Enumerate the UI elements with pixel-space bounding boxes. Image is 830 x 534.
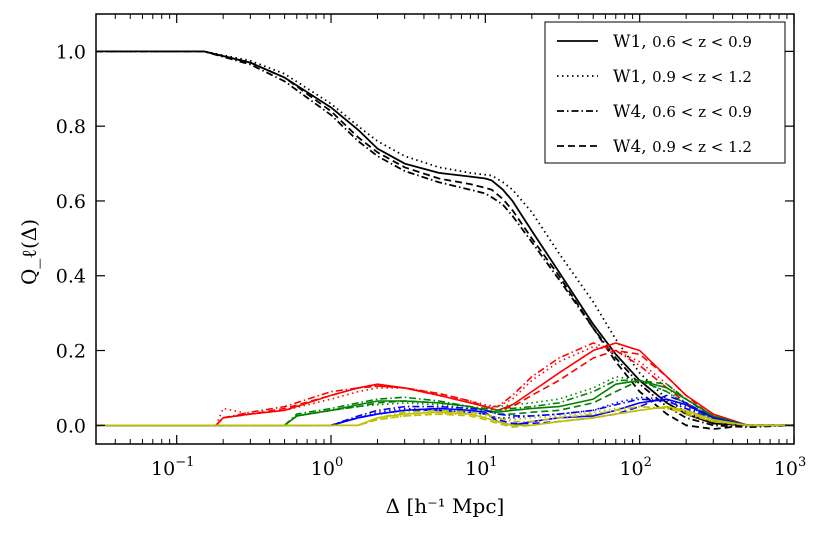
x-tick-label: 103 — [774, 455, 806, 480]
legend-label: W4, 0.9 < z < 1.2 — [613, 137, 752, 157]
ticks-layer: 10−1 100 101 102 103 0.0 0.2 0.4 0.6 0.8 1.0 — [56, 14, 806, 480]
y-axis-label: Q_ℓ(Δ) — [17, 219, 41, 285]
legend-label: W1, 0.6 < z < 0.9 — [613, 32, 752, 52]
series-line-18 — [96, 405, 794, 427]
y-tick-label: 0.8 — [56, 116, 86, 138]
series-line-11 — [96, 379, 794, 427]
series-line-8 — [96, 379, 794, 427]
series-line-10 — [96, 379, 794, 427]
series-line-16 — [96, 405, 794, 427]
y-tick-label: 0.6 — [56, 191, 86, 213]
plot-frame — [95, 13, 795, 445]
x-tick-label: 10−1 — [151, 455, 194, 480]
series-line-0 — [96, 50, 794, 427]
series-layer — [96, 50, 795, 430]
legend: W1, 0.6 < z < 0.9 W1, 0.9 < z < 1.2 W4, 0.… — [544, 21, 786, 164]
x-tick-label: 102 — [619, 455, 651, 480]
series-line-15 — [96, 394, 794, 427]
y-tick-label: 0.4 — [56, 266, 86, 288]
legend-label: W4, 0.6 < z < 0.9 — [613, 102, 752, 122]
x-tick-label: 101 — [465, 455, 497, 480]
x-axis-label: Δ [h⁻¹ Mpc] — [386, 494, 505, 518]
legend-label: W1, 0.9 < z < 1.2 — [613, 67, 752, 87]
legend-box — [544, 21, 786, 164]
series-line-19 — [96, 405, 794, 428]
x-tick-label: 100 — [311, 455, 343, 480]
y-tick-label: 0.2 — [56, 341, 86, 363]
y-tick-label: 1.0 — [56, 41, 86, 63]
y-tick-label: 0.0 — [56, 415, 86, 437]
series-line-7 — [96, 349, 794, 427]
series-line-3 — [96, 50, 794, 430]
